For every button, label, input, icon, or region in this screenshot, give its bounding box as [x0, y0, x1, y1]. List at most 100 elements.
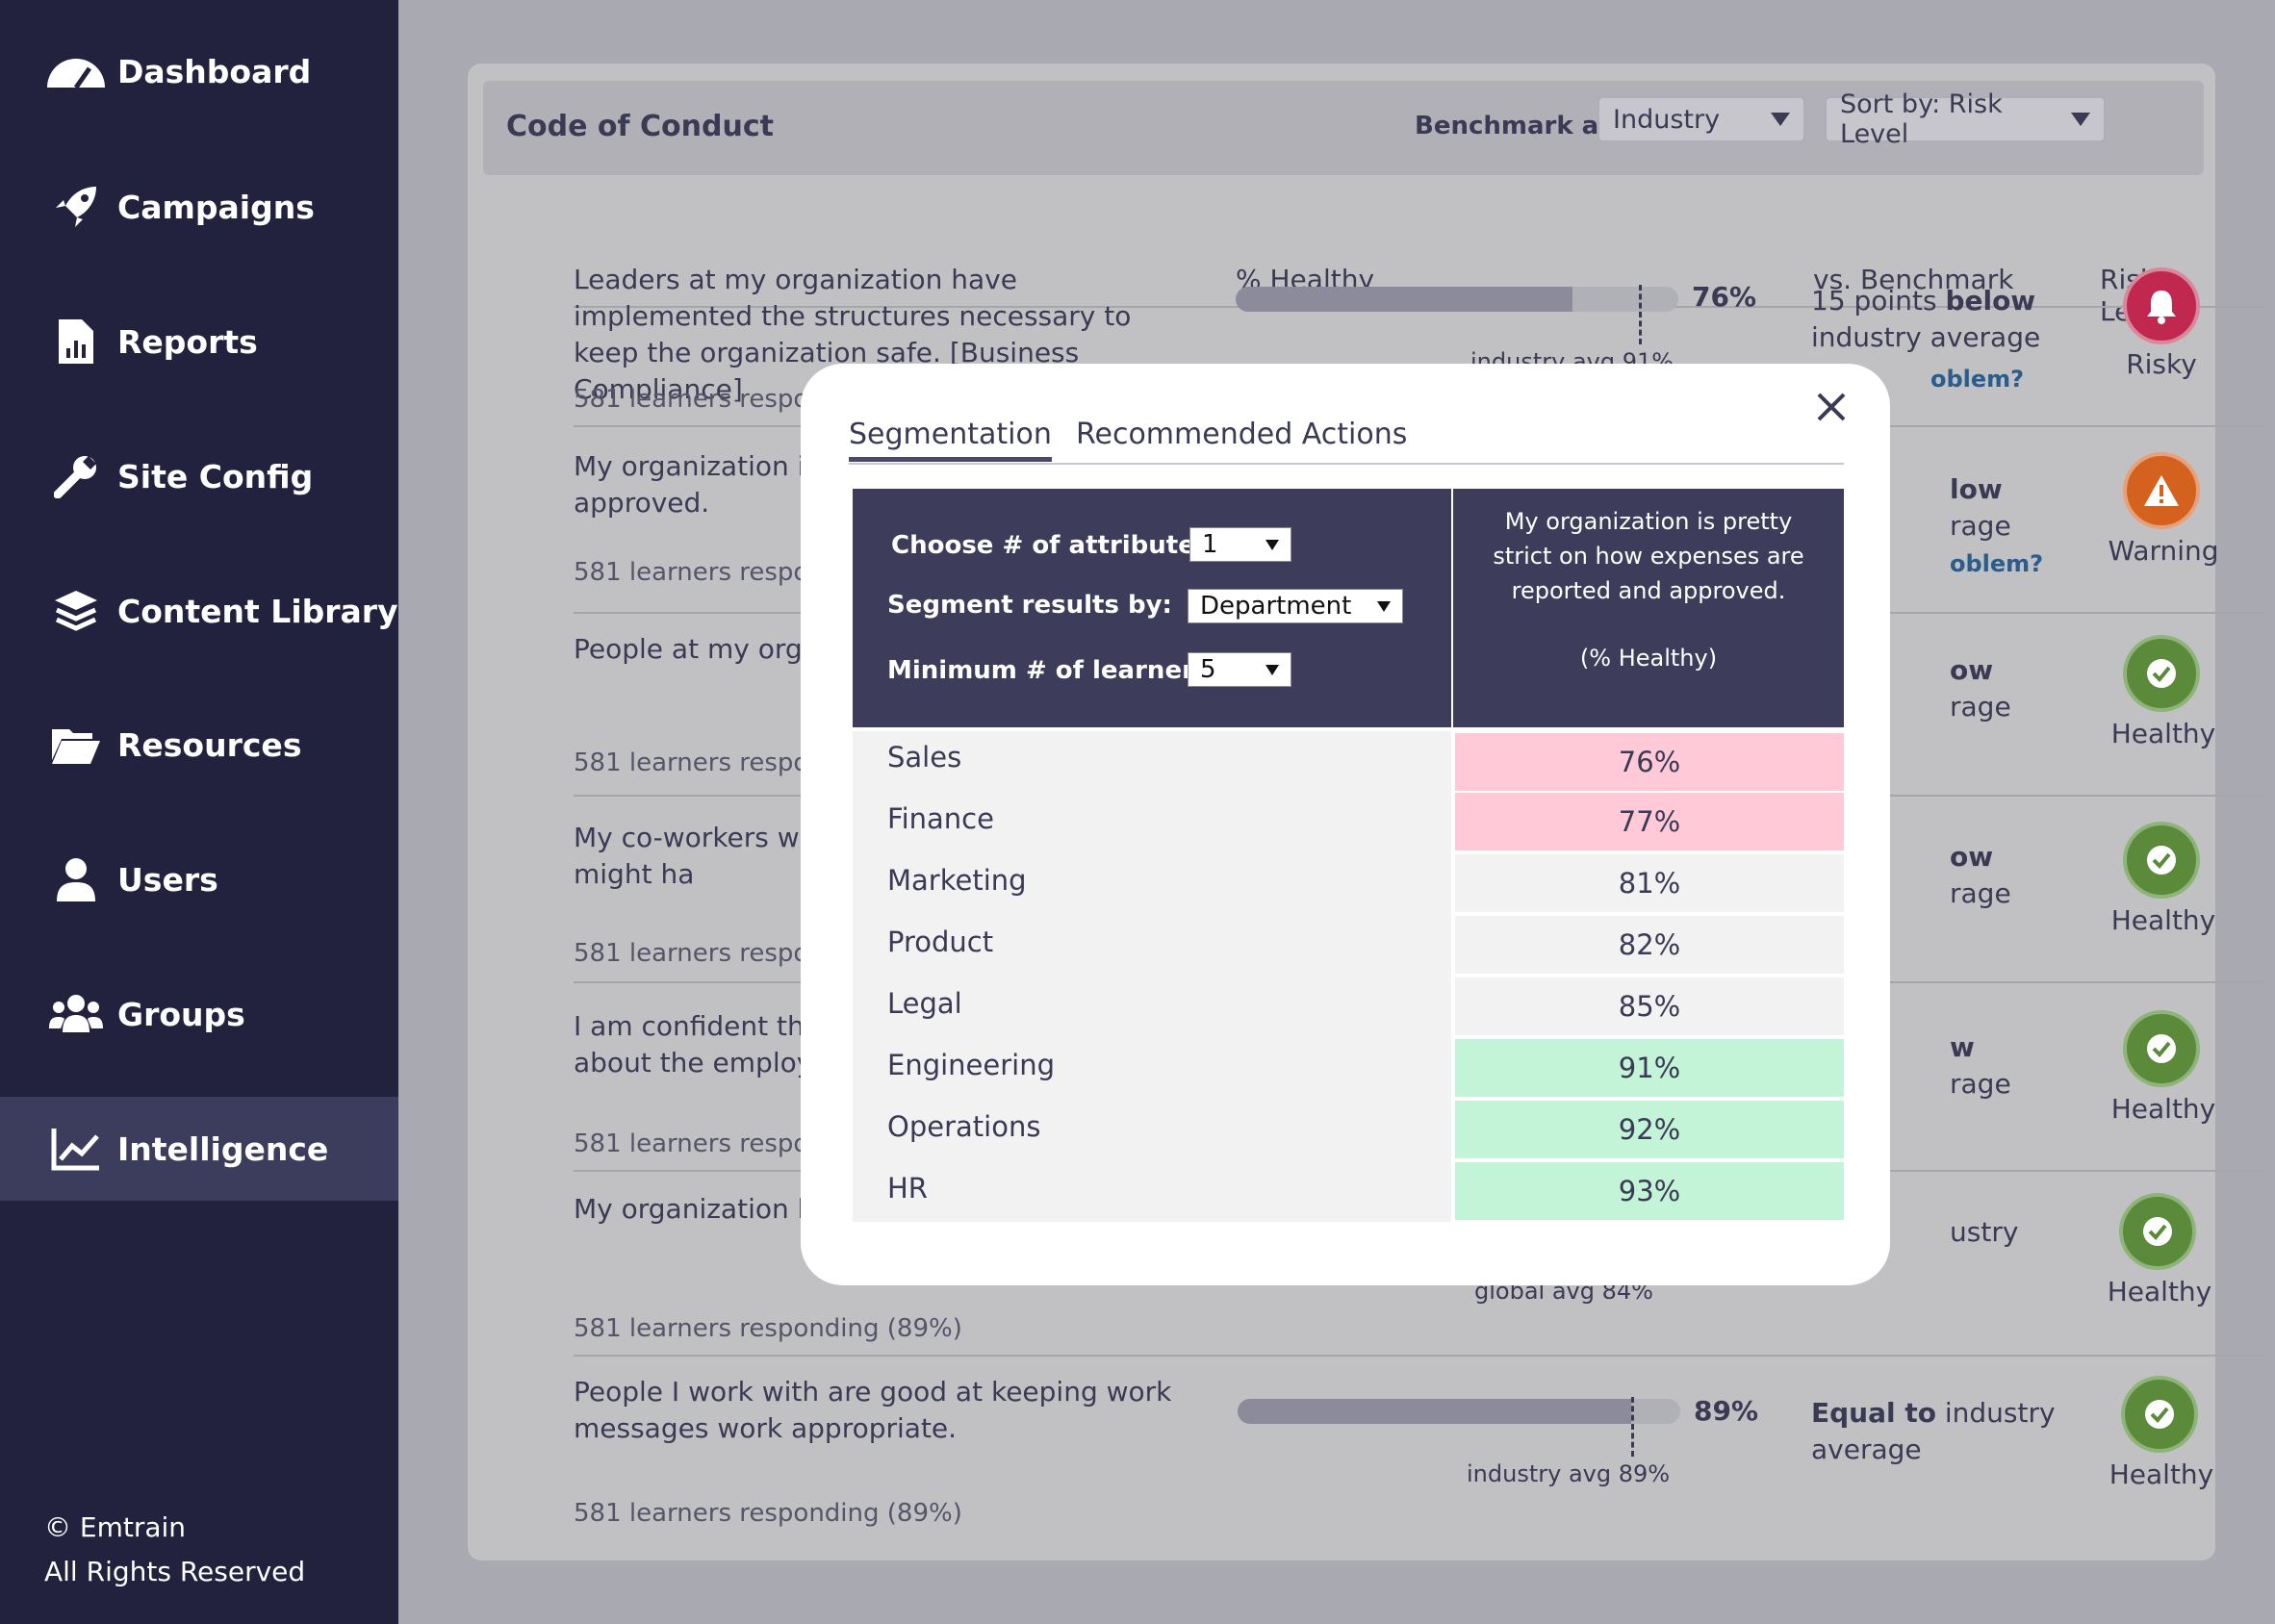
risk-level-label: Healthy: [2109, 1459, 2214, 1490]
group-icon: [46, 984, 106, 1044]
metric-label: (% Healthy): [1579, 645, 1718, 672]
sort-dropdown[interactable]: Sort by: Risk Level: [1825, 89, 2106, 149]
risk-level-label: Risky: [2126, 348, 2197, 380]
close-icon: [1817, 393, 1846, 421]
benchmark-text: ow rage: [1950, 841, 2011, 909]
card-header: Code of Conduct Benchmark against: Indus…: [483, 81, 2204, 175]
sidebar-item-groups[interactable]: Groups: [0, 962, 398, 1066]
sidebar-item-intelligence[interactable]: Intelligence: [0, 1097, 398, 1201]
segment-name: Engineering: [887, 1049, 1055, 1081]
healthy-bar-fill: [1236, 287, 1572, 312]
healthy-bar-fill: [1238, 1399, 1632, 1424]
chevron-down-icon: [1771, 113, 1790, 126]
segment-name: Operations: [887, 1110, 1041, 1143]
main-area: Code of Conduct Benchmark against: Indus…: [398, 0, 2275, 1624]
chevron-down-icon: [1377, 600, 1391, 612]
sidebar-item-dashboard[interactable]: Dashboard: [0, 19, 398, 123]
segment-value: 91%: [1455, 1039, 1844, 1097]
tab-recommended-actions[interactable]: Recommended Actions: [1076, 418, 1408, 451]
line-chart-icon: [46, 1119, 106, 1179]
folder-icon: [46, 715, 106, 774]
segment-name: Legal: [887, 987, 962, 1020]
attributes-select[interactable]: 1: [1189, 527, 1291, 562]
segment-by-label: Segment results by:: [887, 591, 1172, 620]
wrench-icon: [46, 446, 106, 506]
min-learners-select[interactable]: 5: [1188, 652, 1291, 687]
sidebar-item-label: Users: [117, 860, 218, 899]
close-button[interactable]: [1809, 385, 1853, 429]
segment-value: 76%: [1455, 733, 1844, 791]
risk-level-label: Healthy: [2107, 1276, 2212, 1307]
healthy-check-icon: [2123, 1010, 2200, 1087]
sidebar-item-label: Dashboard: [117, 52, 312, 90]
tab-divider: [849, 463, 1844, 465]
segment-name: Finance: [887, 802, 994, 835]
min-learners-label: Minimum # of learners:: [887, 656, 1219, 685]
risk-level-label: Healthy: [2110, 1093, 2216, 1125]
risk-level-label: Healthy: [2110, 904, 2216, 936]
segment-name: Marketing: [887, 864, 1027, 897]
healthy-check-icon: [2123, 822, 2200, 899]
segment-value: 92%: [1455, 1101, 1844, 1158]
healthy-bar: [1236, 287, 1678, 312]
column-header-benchmark: vs. Benchmark: [1813, 264, 2014, 295]
warning-triangle-icon: [2123, 452, 2200, 529]
question-text: My organization is pretty strict on how …: [1493, 508, 1804, 604]
segment-by-select[interactable]: Department: [1188, 589, 1403, 623]
segment-value: 81%: [1455, 854, 1844, 912]
healthy-check-icon: [2121, 1376, 2198, 1453]
chevron-down-icon: [1265, 664, 1279, 675]
chevron-down-icon: [1265, 539, 1279, 550]
sidebar-item-content-library[interactable]: Content Library: [0, 559, 398, 663]
segment-name: Product: [887, 926, 994, 958]
learners-count: 581 learners responding (89%): [574, 1499, 962, 1528]
segment-value: 82%: [1455, 916, 1844, 974]
sidebar-item-site-config[interactable]: Site Config: [0, 424, 398, 528]
segment-name-column: [853, 731, 1451, 1222]
question-text: People I work with are good at keeping w…: [574, 1376, 1172, 1444]
segmentation-modal: Segmentation Recommended Actions Choose …: [801, 364, 1890, 1285]
problem-link[interactable]: oblem?: [1930, 366, 2025, 393]
risk-level-label: Healthy: [2110, 718, 2216, 749]
sidebar-item-users[interactable]: Users: [0, 827, 398, 931]
sidebar: Dashboard Campaigns Reports Site Config …: [0, 0, 398, 1624]
learners-count: 581 learners responding (89%): [574, 1314, 962, 1343]
sidebar-item-label: Site Config: [117, 457, 314, 495]
dashboard-gauge-icon: [46, 41, 106, 101]
sidebar-item-reports[interactable]: Reports: [0, 290, 398, 393]
sidebar-item-label: Intelligence: [117, 1129, 329, 1168]
risk-level-label: Warning: [2108, 535, 2219, 567]
healthy-bar: [1238, 1399, 1680, 1424]
sidebar-item-label: Reports: [117, 322, 258, 361]
industry-avg-label: industry avg 89%: [1467, 1460, 1671, 1487]
healthy-check-icon: [2119, 1193, 2196, 1270]
question-header: My organization is pretty strict on how …: [1453, 489, 1844, 727]
report-file-icon: [46, 312, 106, 371]
rocket-icon: [46, 177, 106, 237]
segment-name: HR: [887, 1172, 928, 1205]
segment-name: Sales: [887, 741, 962, 774]
sidebar-item-campaigns[interactable]: Campaigns: [0, 155, 398, 259]
segment-value: 93%: [1455, 1162, 1844, 1220]
sidebar-item-label: Content Library: [117, 592, 398, 630]
segment-value: 85%: [1455, 977, 1844, 1035]
problem-link[interactable]: oblem?: [1950, 550, 2044, 577]
chevron-down-icon: [2071, 113, 2090, 126]
benchmark-text: Equal to industry average: [1811, 1397, 2056, 1465]
benchmark-text: low rage: [1950, 473, 2011, 542]
sidebar-item-label: Groups: [117, 995, 245, 1033]
user-icon: [46, 850, 106, 909]
sidebar-item-resources[interactable]: Resources: [0, 693, 398, 797]
benchmark-text: ustry: [1950, 1216, 2019, 1248]
question-text: Leaders at my organization have implemen…: [574, 264, 1132, 405]
card-title: Code of Conduct: [506, 110, 774, 143]
benchmark-dropdown[interactable]: Industry: [1598, 96, 1805, 142]
tab-segmentation[interactable]: Segmentation: [849, 418, 1052, 462]
sidebar-item-label: Campaigns: [117, 188, 315, 226]
segment-value: 77%: [1455, 793, 1844, 850]
benchmark-text: 15 points below industry average: [1811, 285, 2041, 353]
benchmark-text: w rage: [1950, 1031, 2011, 1100]
healthy-percent: 89%: [1694, 1395, 1759, 1427]
risky-bell-icon: [2123, 267, 2200, 344]
copyright-footer: © Emtrain All Rights Reserved: [44, 1511, 306, 1587]
